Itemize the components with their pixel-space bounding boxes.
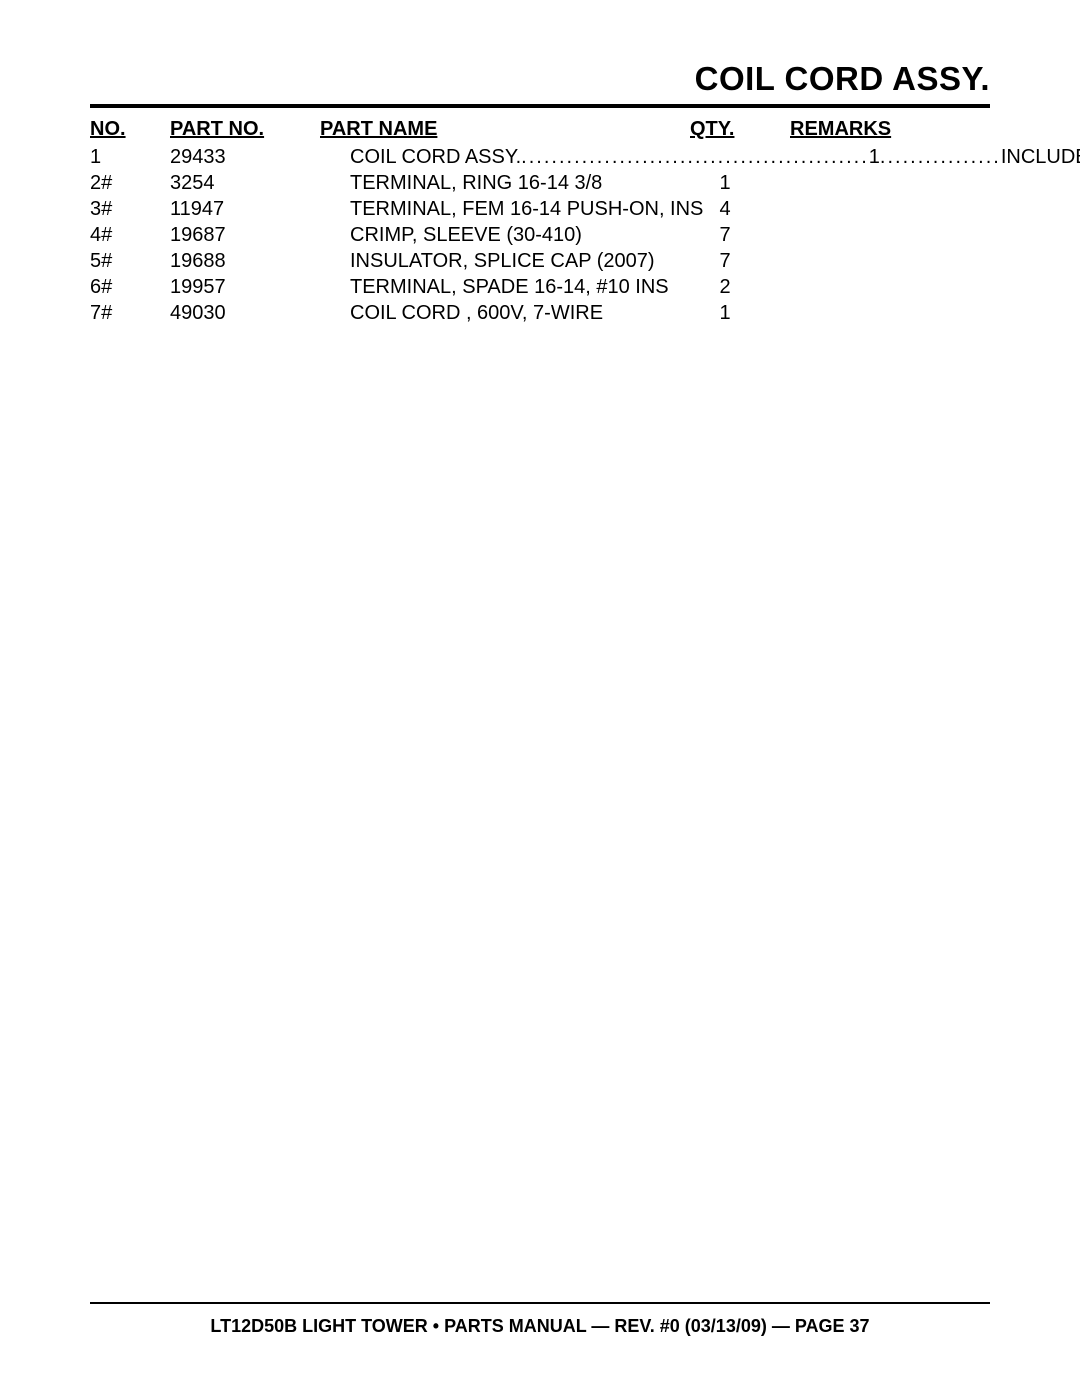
cell-qty: 2 (690, 274, 760, 300)
header-qty: QTY. (690, 116, 760, 142)
cell-partname: TERMINAL, RING 16-14 3/8 (320, 170, 690, 196)
page-footer: LT12D50B LIGHT TOWER • PARTS MANUAL — RE… (90, 1316, 990, 1337)
top-divider (90, 104, 990, 108)
cell-no: 3# (90, 196, 170, 222)
table-row: 5#19688INSULATOR, SPLICE CAP (2007)7 (90, 248, 990, 274)
leader-dots: ................ (880, 144, 1001, 170)
table-body: 129433COIL CORD ASSY. ..................… (90, 144, 990, 326)
spacer (90, 326, 990, 1302)
table-row: 4#19687CRIMP, SLEEVE (30-410)7 (90, 222, 990, 248)
cell-qty: 1 (869, 144, 880, 170)
cell-qty: 7 (690, 222, 760, 248)
bottom-divider (90, 1302, 990, 1304)
cell-partname: INSULATOR, SPLICE CAP (2007) (320, 248, 690, 274)
table-row: 2#3254TERMINAL, RING 16-14 3/81 (90, 170, 990, 196)
cell-partno: 3254 (170, 170, 320, 196)
cell-remarks: INCLUDES ITEMS W (1001, 144, 1080, 170)
header-partno: PART NO. (170, 116, 320, 142)
cell-no: 7# (90, 300, 170, 326)
cell-qty: 1 (690, 170, 760, 196)
cell-partno: 19687 (170, 222, 320, 248)
cell-partname: COIL CORD ASSY. (320, 144, 521, 170)
cell-partname: TERMINAL, SPADE 16-14, #10 INS (320, 274, 690, 300)
cell-partno: 19957 (170, 274, 320, 300)
page: COIL CORD ASSY. NO. PART NO. PART NAME Q… (0, 0, 1080, 1397)
cell-partname: CRIMP, SLEEVE (30-410) (320, 222, 690, 248)
cell-partno: 49030 (170, 300, 320, 326)
cell-partname: COIL CORD , 600V, 7-WIRE (320, 300, 690, 326)
leader-dots: ........................................… (521, 144, 869, 170)
cell-qty: 4 (690, 196, 760, 222)
header-no: NO. (90, 116, 170, 142)
cell-qty: 1 (690, 300, 760, 326)
table-row: 6#19957TERMINAL, SPADE 16-14, #10 INS2 (90, 274, 990, 300)
parts-table: NO. PART NO. PART NAME QTY. REMARKS 1294… (90, 116, 990, 326)
cell-partno: 11947 (170, 196, 320, 222)
cell-partname: TERMINAL, FEM 16-14 PUSH-ON, INS (320, 196, 690, 222)
table-row: 129433COIL CORD ASSY. ..................… (90, 144, 990, 170)
header-remarks: REMARKS (760, 116, 891, 142)
cell-no: 4# (90, 222, 170, 248)
table-row: 3#11947TERMINAL, FEM 16-14 PUSH-ON, INS4 (90, 196, 990, 222)
table-header-row: NO. PART NO. PART NAME QTY. REMARKS (90, 116, 990, 142)
cell-no: 2# (90, 170, 170, 196)
header-partname: PART NAME (320, 116, 690, 142)
cell-partno: 29433 (170, 144, 320, 170)
cell-no: 5# (90, 248, 170, 274)
cell-no: 1 (90, 144, 170, 170)
page-title: COIL CORD ASSY. (90, 60, 990, 98)
cell-qty: 7 (690, 248, 760, 274)
cell-partno: 19688 (170, 248, 320, 274)
table-row: 7#49030COIL CORD , 600V, 7-WIRE1 (90, 300, 990, 326)
cell-no: 6# (90, 274, 170, 300)
